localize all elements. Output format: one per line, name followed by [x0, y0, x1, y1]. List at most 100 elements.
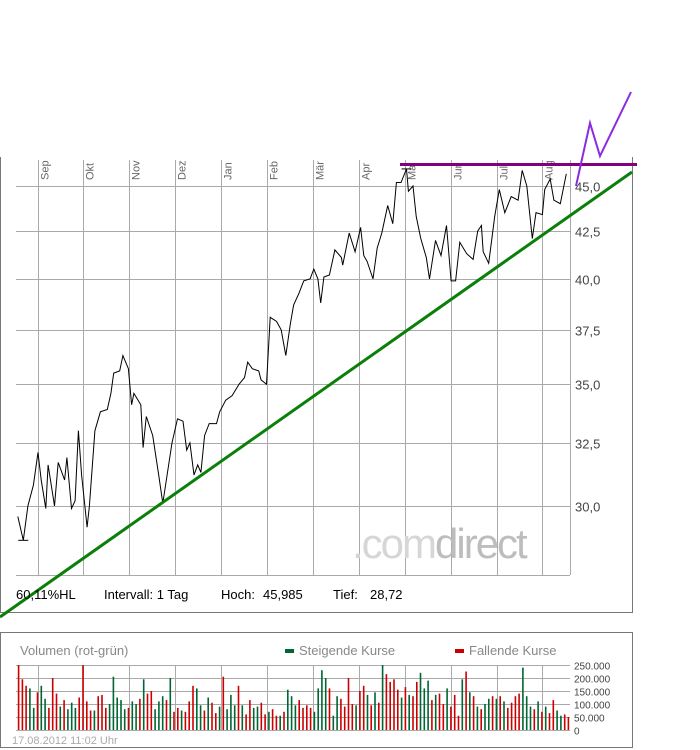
volume-bar-down — [302, 707, 304, 730]
y-tick-label: 30,0 — [575, 500, 600, 515]
x-tick-label: Jan — [223, 162, 235, 180]
volume-bar-down — [249, 700, 251, 730]
volume-bar-down — [25, 685, 27, 730]
volume-bar-down — [237, 685, 240, 730]
timestamp: 17.08.2012 11:02 Uhr — [12, 735, 118, 747]
y-tick-label: 32,5 — [575, 437, 600, 452]
volume-bar-up — [154, 709, 156, 730]
volume-bar-down — [351, 704, 354, 730]
volume-bar-up — [446, 688, 448, 730]
projection-zigzag — [575, 91, 632, 187]
x-tick-label: Nov — [131, 160, 143, 180]
x-tick-label: Mai — [407, 162, 419, 180]
volume-bar-down — [359, 691, 361, 730]
volume-bar-up — [423, 688, 426, 730]
volume-tick-label: 0 — [574, 727, 580, 738]
volume-bar-down — [165, 700, 168, 730]
volume-tick-label: 200.000 — [574, 675, 611, 686]
volume-bar-down — [438, 693, 441, 730]
x-tick-label: Sep — [40, 160, 52, 180]
volume-bar-down — [431, 700, 433, 730]
volume-bar-down — [309, 707, 312, 730]
volume-bar-up — [116, 697, 118, 730]
volume-bar-down — [510, 702, 513, 730]
volume-bar-down — [89, 710, 92, 730]
volume-bar-down — [343, 706, 346, 730]
price-line — [17, 168, 567, 541]
volume-bar-down — [514, 696, 517, 730]
volume-bar-down — [82, 665, 84, 730]
volume-bar-up — [67, 709, 69, 730]
volume-bar-up — [332, 715, 335, 730]
volume-bar-up — [40, 685, 43, 730]
volume-bar-up — [196, 688, 198, 730]
volume-bar-down — [177, 707, 179, 730]
volume-bar-up — [287, 689, 289, 730]
volume-bar-up — [317, 688, 319, 730]
volume-bar-up — [180, 710, 183, 730]
volume-bar-up — [218, 706, 221, 730]
volume-bar-up — [279, 715, 281, 730]
volume-bar-up — [108, 704, 111, 730]
volume-bar-down — [245, 714, 247, 730]
volume-bar-up — [321, 670, 323, 730]
legend-label-up: Steigende Kurse — [299, 643, 395, 658]
volume-bar-down — [518, 693, 520, 730]
volume-title: Volumen (rot-grün) — [20, 643, 128, 658]
trendline-support — [0, 170, 633, 619]
volume-bar-down — [215, 713, 217, 730]
legend-label-down: Fallende Kurse — [469, 643, 556, 658]
volume-bar-down — [404, 687, 407, 730]
volume-bar-up — [556, 710, 558, 730]
volume-bar-down — [211, 702, 213, 730]
volume-bar-down — [385, 674, 388, 730]
volume-bar-down — [55, 693, 58, 730]
volume-bar-down — [472, 696, 475, 730]
volume-bar-up — [256, 706, 259, 730]
volume-bar-down — [541, 711, 543, 730]
volume-bar-up — [233, 705, 236, 730]
volume-bar-up — [74, 707, 77, 730]
comdirect-watermark: .comdirect — [352, 520, 530, 567]
volume-bar-down — [275, 715, 278, 730]
volume-bar-down — [450, 706, 452, 730]
volume-bar-up — [503, 701, 505, 730]
volume-bar-down — [260, 702, 263, 730]
volume-bar-down — [192, 685, 194, 730]
y-tick-label: 35,0 — [575, 378, 600, 393]
volume-bar-down — [567, 717, 570, 730]
volume-tick-label: 50.000 — [574, 714, 605, 725]
x-tick-label: Jun — [453, 162, 465, 180]
volume-bar-down — [298, 700, 300, 730]
volume-bar-up — [529, 706, 532, 730]
volume-bar-down — [150, 691, 153, 730]
volume-bar-down — [389, 681, 391, 730]
volume-bar-down — [393, 679, 395, 730]
info-high-value: 45,985 — [263, 587, 303, 602]
volume-bar-down — [347, 678, 350, 730]
volume-bar-down — [397, 689, 399, 730]
volume-bar-down — [146, 693, 149, 730]
volume-bar-down — [507, 707, 509, 730]
volume-bar-up — [169, 678, 172, 730]
volume-bar-down — [222, 676, 225, 730]
volume-bar-down — [203, 710, 206, 730]
volume-bar-up — [461, 679, 464, 730]
volume-bar-up — [252, 707, 255, 730]
volume-bar-up — [544, 706, 547, 730]
volume-bar-down — [17, 665, 20, 730]
volume-bar-down — [51, 678, 54, 730]
volume-bar-up — [488, 698, 490, 730]
volume-bar-up — [70, 702, 73, 730]
volume-bar-down — [271, 709, 274, 730]
volume-bar-up — [29, 688, 31, 730]
volume-bar-down — [97, 696, 99, 730]
volume-bar-down — [36, 692, 39, 730]
volume-bar-down — [86, 701, 88, 730]
volume-bar-up — [469, 692, 471, 730]
volume-bar-down — [362, 685, 365, 730]
volume-bar-up — [522, 667, 524, 730]
volume-bar-up — [419, 672, 422, 730]
volume-bar-up — [226, 709, 228, 730]
